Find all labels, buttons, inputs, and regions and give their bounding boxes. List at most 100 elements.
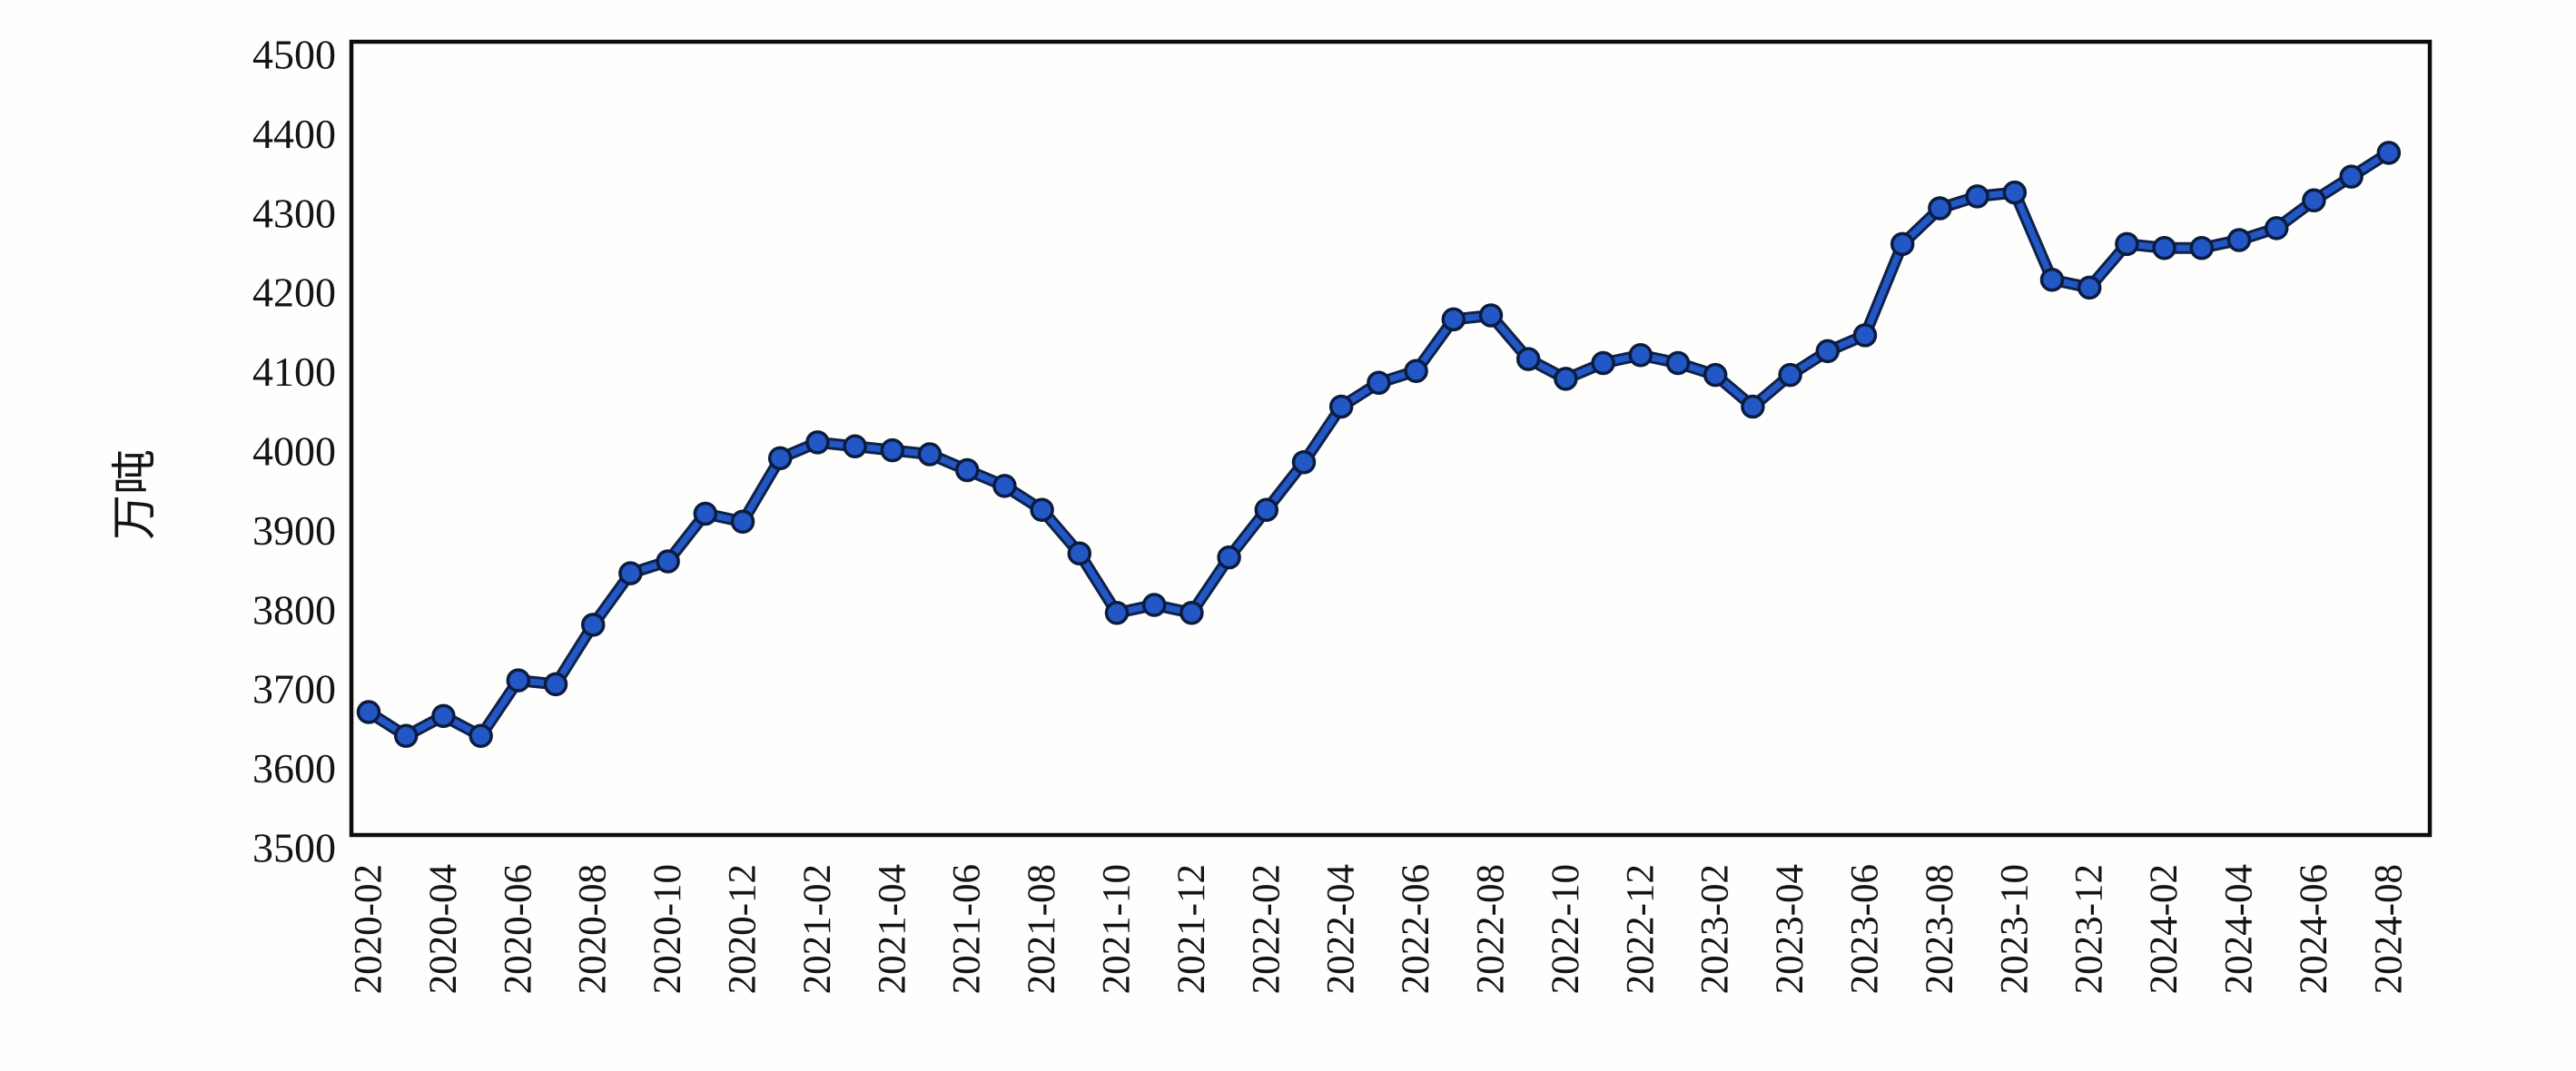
data-point-marker	[431, 703, 456, 729]
data-point-marker	[1141, 593, 1167, 617]
data-point-marker	[2189, 235, 2215, 260]
data-point-marker	[393, 723, 419, 749]
x-tick-label: 2021-08	[1021, 864, 1063, 994]
data-point-marker	[356, 700, 381, 724]
data-point-marker	[1404, 359, 1428, 383]
x-tick-label: 2024-06	[2293, 864, 2335, 994]
data-point-marker	[917, 442, 943, 467]
data-point-marker	[1628, 342, 1653, 368]
data-point-marker	[1665, 350, 1691, 376]
x-tick-label: 2023-04	[1769, 864, 1811, 994]
data-point-marker	[1104, 601, 1130, 625]
x-tick-label: 2020-04	[422, 864, 465, 994]
x-tick-label: 2023-08	[1919, 864, 1961, 994]
x-tick-label: 2021-02	[796, 864, 839, 994]
data-point-marker	[1478, 303, 1504, 328]
data-point-marker	[2339, 164, 2364, 189]
data-point-marker	[693, 501, 718, 526]
data-point-marker	[1815, 339, 1841, 364]
data-point-marker	[2152, 235, 2176, 260]
data-point-marker	[1591, 350, 1615, 376]
x-tick-label: 2022-12	[1619, 864, 1662, 994]
x-tick-label: 2023-12	[2068, 864, 2111, 994]
series-line	[365, 149, 2393, 740]
data-point-marker	[767, 446, 793, 471]
data-point-marker	[2115, 231, 2139, 257]
data-point-marker	[1703, 362, 1728, 388]
y-tick-label: 3800	[252, 586, 336, 633]
x-tick-label: 2021-04	[871, 864, 913, 994]
x-tick-label: 2020-10	[646, 864, 689, 994]
x-tick-label: 2023-02	[1694, 864, 1737, 994]
data-point-marker	[1515, 347, 1541, 371]
data-point-marker	[1741, 394, 1765, 419]
y-tick-label: 4000	[252, 428, 336, 475]
data-point-marker	[730, 509, 755, 535]
data-point-marker	[2226, 228, 2252, 252]
x-tick-label: 2020-06	[497, 864, 539, 994]
data-point-marker	[1441, 307, 1466, 332]
x-tick-label: 2023-10	[1993, 864, 2036, 994]
data-point-marker	[880, 437, 905, 463]
data-point-marker	[1217, 545, 1241, 570]
data-point-marker	[543, 672, 568, 697]
data-point-marker	[992, 474, 1017, 498]
x-tick-label: 2022-08	[1470, 864, 1513, 994]
x-tick-label: 2022-04	[1320, 864, 1363, 994]
y-tick-label: 3600	[252, 745, 336, 791]
series-line-outline	[362, 146, 2395, 742]
data-point-marker	[469, 723, 493, 749]
y-tick-label: 4300	[252, 190, 336, 236]
y-tick-label: 4500	[252, 32, 336, 78]
x-tick-label: 2022-06	[1395, 864, 1437, 994]
data-point-marker	[1852, 323, 1878, 348]
y-tick-label: 4400	[252, 111, 336, 157]
data-point-marker	[954, 457, 980, 483]
data-point-marker	[1030, 497, 1054, 522]
data-point-marker	[656, 549, 680, 574]
x-tick-label: 2024-02	[2143, 864, 2186, 994]
y-axis-title: 万吨	[109, 449, 160, 540]
data-point-marker	[1328, 394, 1354, 419]
y-tick-label: 3500	[252, 825, 336, 871]
plot-border	[349, 39, 2433, 838]
data-point-marker	[1554, 367, 1578, 391]
data-point-marker	[1890, 231, 1915, 257]
x-tick-label: 2020-02	[348, 864, 390, 994]
x-tick-label: 2024-08	[2367, 864, 2410, 994]
x-tick-label: 2021-06	[946, 864, 989, 994]
data-point-marker	[805, 430, 830, 455]
x-tick-label: 2023-06	[1844, 864, 1887, 994]
data-point-marker	[580, 613, 606, 637]
data-point-marker	[1928, 196, 1952, 221]
y-tick-label: 4100	[252, 349, 336, 395]
y-tick-label: 4200	[252, 270, 336, 316]
data-point-marker	[2002, 180, 2028, 205]
data-point-marker	[1067, 541, 1092, 565]
x-tick-label: 2024-04	[2218, 864, 2261, 994]
data-point-marker	[2302, 188, 2326, 213]
x-tick-label: 2022-10	[1545, 864, 1587, 994]
data-point-marker	[2039, 267, 2065, 292]
y-tick-label: 3700	[252, 666, 336, 712]
data-point-marker	[1291, 449, 1317, 475]
x-tick-label: 2021-10	[1096, 864, 1139, 994]
y-tick-label: 3900	[252, 507, 336, 554]
data-point-marker	[618, 561, 643, 585]
data-point-marker	[2376, 141, 2402, 165]
data-point-marker	[1254, 497, 1279, 522]
data-point-marker	[2077, 275, 2102, 300]
data-point-marker	[1179, 601, 1204, 625]
data-point-marker	[1778, 362, 1802, 388]
data-point-marker	[2264, 216, 2289, 241]
data-point-marker	[1367, 370, 1391, 396]
data-point-marker	[1965, 184, 1989, 209]
x-tick-label: 2021-12	[1170, 864, 1213, 994]
x-tick-label: 2020-08	[572, 864, 615, 994]
x-tick-label: 2022-02	[1245, 864, 1288, 994]
data-point-marker	[506, 668, 531, 693]
data-point-marker	[843, 434, 867, 458]
x-tick-label: 2020-12	[722, 864, 765, 994]
